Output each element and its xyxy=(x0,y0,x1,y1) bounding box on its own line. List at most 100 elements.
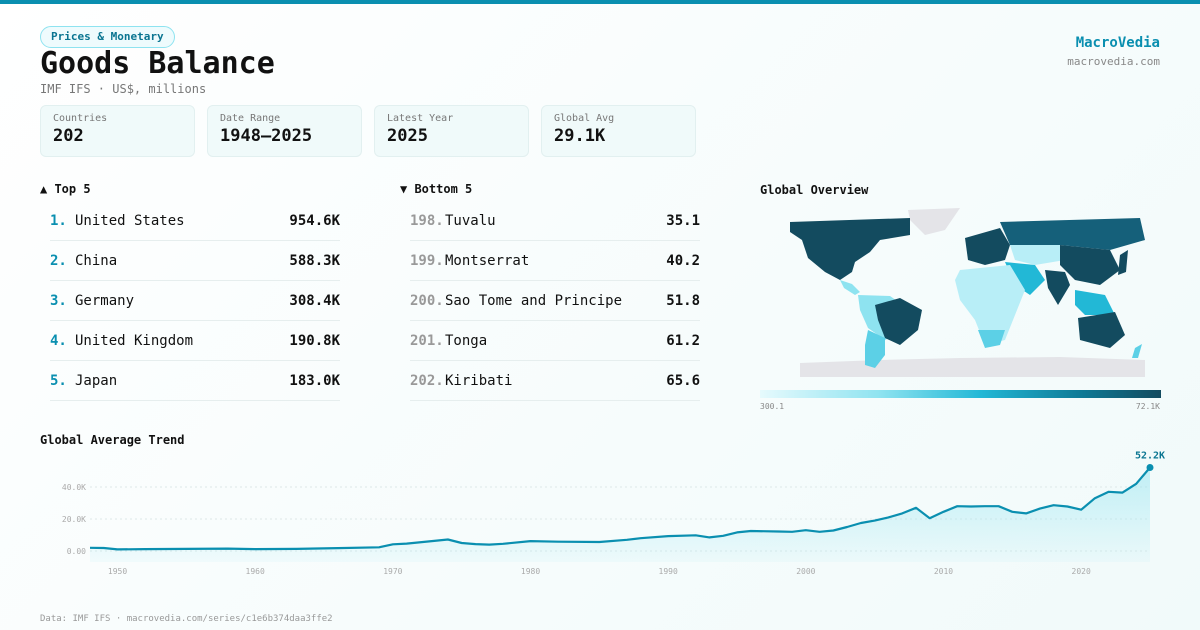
top5-row[interactable]: 5. Japan 183.0K xyxy=(50,361,340,401)
japan xyxy=(1118,250,1128,275)
bottom5-row[interactable]: 202. Kiribati 65.6 xyxy=(410,361,700,401)
country-value: 61.2 xyxy=(666,332,700,349)
country-value: 35.1 xyxy=(666,212,700,229)
top5-row[interactable]: 4. United Kingdom 190.8K xyxy=(50,321,340,361)
brand-logo[interactable]: MacroVedia xyxy=(1075,35,1160,51)
stat-value: 29.1K xyxy=(554,126,606,146)
bottom5-row[interactable]: 201. Tonga 61.2 xyxy=(410,321,700,361)
top5-heading: ▲ Top 5 xyxy=(40,182,91,196)
x-tick-label: 2010 xyxy=(934,567,953,576)
rank: 1. xyxy=(50,212,67,229)
rank: 201. xyxy=(410,332,444,349)
rank: 200. xyxy=(410,292,444,309)
map-countries xyxy=(790,208,1145,377)
rank: 5. xyxy=(50,372,67,389)
x-tick-label: 1990 xyxy=(659,567,678,576)
world-map[interactable] xyxy=(760,200,1180,385)
x-tick-label: 1950 xyxy=(108,567,127,576)
north-america xyxy=(790,218,910,280)
rank: 202. xyxy=(410,372,444,389)
country-value: 190.8K xyxy=(289,332,340,349)
country-name: Sao Tome and Principe xyxy=(445,292,623,309)
trend-line xyxy=(89,466,1151,551)
trend-area xyxy=(90,467,1150,562)
stat-label: Latest Year xyxy=(387,113,454,124)
country-value: 308.4K xyxy=(289,292,340,309)
legend-min: 300.1 xyxy=(760,402,785,411)
country-value: 954.6K xyxy=(289,212,340,229)
latest-value-label: 52.2K xyxy=(1135,450,1165,461)
bottom5-row[interactable]: 200. Sao Tome and Principe 51.8 xyxy=(410,281,700,321)
chart-title: Global Average Trend xyxy=(40,433,185,447)
legend-max: 72.1K xyxy=(1135,402,1160,411)
footer-source: Data: IMF IFS · macrovedia.com/series/c1… xyxy=(40,614,333,624)
bottom5-row[interactable]: 199. Montserrat 40.2 xyxy=(410,241,700,281)
rank: 199. xyxy=(410,252,444,269)
argentina xyxy=(865,330,885,368)
rank: 2. xyxy=(50,252,67,269)
y-tick-label: 0.00 xyxy=(67,547,86,556)
x-tick-label: 1960 xyxy=(246,567,265,576)
rank: 3. xyxy=(50,292,67,309)
top5-row[interactable]: 2. China 588.3K xyxy=(50,241,340,281)
country-value: 588.3K xyxy=(289,252,340,269)
stat-card-global-avg: Global Avg 29.1K xyxy=(541,105,696,157)
y-tick-label: 40.0K xyxy=(62,483,86,492)
southeast-asia xyxy=(1075,290,1115,315)
stat-value: 1948–2025 xyxy=(220,126,313,146)
middle-east xyxy=(1005,262,1045,295)
brazil xyxy=(875,298,922,345)
country-name: China xyxy=(75,252,118,269)
country-value: 65.6 xyxy=(666,372,700,389)
new-zealand xyxy=(1132,344,1142,358)
stat-card-date-range: Date Range 1948–2025 xyxy=(207,105,362,157)
russia xyxy=(1000,218,1145,250)
rank: 4. xyxy=(50,332,67,349)
page-title: Goods Balance xyxy=(40,46,275,81)
india xyxy=(1045,270,1070,305)
category-badge[interactable]: Prices & Monetary xyxy=(40,26,175,48)
stat-card-countries: Countries 202 xyxy=(40,105,195,157)
brand-url[interactable]: macrovedia.com xyxy=(1067,55,1160,68)
country-name: Tonga xyxy=(445,332,488,349)
x-tick-label: 2020 xyxy=(1072,567,1091,576)
stat-card-latest-year: Latest Year 2025 xyxy=(374,105,529,157)
y-tick-label: 20.0K xyxy=(62,515,86,524)
central-asia xyxy=(1010,245,1065,265)
x-tick-label: 1980 xyxy=(521,567,540,576)
top-accent-bar xyxy=(0,0,1200,4)
country-name: Germany xyxy=(75,292,135,309)
top5-row[interactable]: 1. United States 954.6K xyxy=(50,201,340,241)
color-scale-legend xyxy=(760,390,1161,398)
country-name: Kiribati xyxy=(445,372,513,389)
latest-point xyxy=(1146,463,1154,471)
country-name: United States xyxy=(75,212,185,229)
rank: 198. xyxy=(410,212,444,229)
country-name: Tuvalu xyxy=(445,212,496,229)
country-name: United Kingdom xyxy=(75,332,194,349)
bottom5-row[interactable]: 198. Tuvalu 35.1 xyxy=(410,201,700,241)
stat-value: 2025 xyxy=(387,126,428,146)
bottom5-heading: ▼ Bottom 5 xyxy=(400,182,473,196)
china xyxy=(1060,245,1120,285)
x-tick-label: 1970 xyxy=(383,567,402,576)
page-subtitle: IMF IFS · US$, millions xyxy=(40,82,207,96)
greenland xyxy=(908,208,960,235)
x-tick-label: 2000 xyxy=(796,567,815,576)
country-value: 40.2 xyxy=(666,252,700,269)
country-value: 183.0K xyxy=(289,372,340,389)
europe xyxy=(965,228,1010,265)
country-value: 51.8 xyxy=(666,292,700,309)
stat-value: 202 xyxy=(53,126,84,146)
central-america xyxy=(840,280,860,295)
country-name: Japan xyxy=(75,372,118,389)
antarctica xyxy=(800,357,1145,377)
trend-chart: 0.00 20.0K 40.0K 1950 1960 1970 1980 1990 2000 20… xyxy=(62,450,1165,576)
africa xyxy=(955,265,1025,345)
country-name: Montserrat xyxy=(445,252,530,269)
stat-label: Date Range xyxy=(220,113,281,124)
stat-label: Countries xyxy=(53,113,108,124)
map-heading: Global Overview xyxy=(760,183,869,197)
australia xyxy=(1078,312,1125,348)
top5-row[interactable]: 3. Germany 308.4K xyxy=(50,281,340,321)
